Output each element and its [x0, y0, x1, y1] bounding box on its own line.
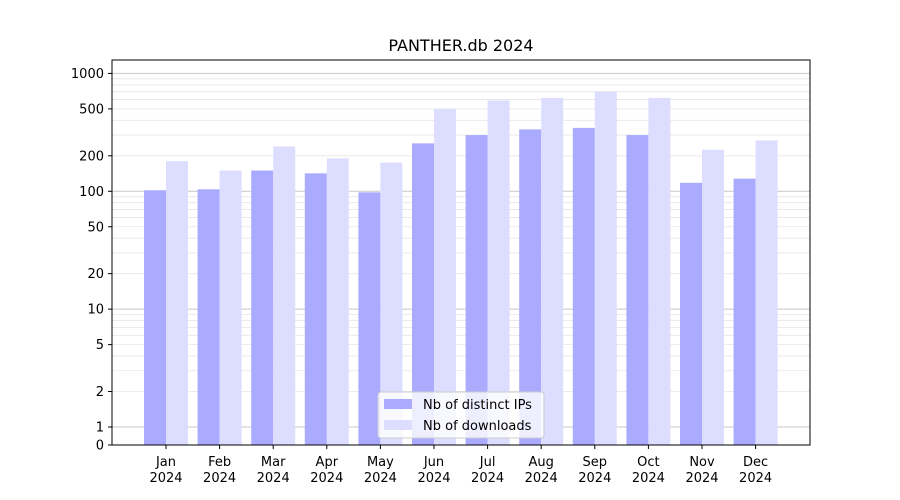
y-tick-label: 10 [87, 303, 104, 318]
bar-distinct-ips [197, 189, 220, 445]
bar-downloads [166, 161, 188, 445]
chart-title: PANTHER.db 2024 [388, 36, 533, 55]
bar-distinct-ips [680, 182, 702, 445]
bar-distinct-ips [358, 192, 381, 445]
bar-distinct-ips [304, 173, 327, 445]
x-tick-label: Mar 2024 [257, 455, 290, 486]
x-tick-label: May 2024 [364, 455, 397, 486]
legend-frame [377, 391, 545, 439]
bar-distinct-ips [626, 135, 649, 445]
x-tick-label: Apr 2024 [310, 455, 343, 486]
y-tick-label: 50 [87, 220, 104, 235]
bar-downloads [594, 91, 617, 445]
bar-distinct-ips [465, 135, 488, 445]
y-tick-label: 0 [96, 439, 104, 454]
bar-downloads [326, 158, 349, 445]
plot-frame [111, 59, 811, 446]
y-tick-label: 100 [79, 185, 104, 200]
bar-downloads [755, 140, 778, 445]
y-tick-label: 2 [96, 385, 104, 400]
x-tick-label: Nov 2024 [685, 455, 718, 486]
x-tick-label: Oct 2024 [632, 455, 665, 486]
y-tick-label: 20 [87, 267, 104, 282]
legend-swatch-downloads [384, 420, 412, 430]
x-tick-label: Feb 2024 [203, 455, 236, 486]
legend-swatch-ips [384, 399, 412, 409]
bar-downloads [380, 162, 403, 445]
bar-downloads [702, 149, 724, 445]
bar-distinct-ips [251, 170, 274, 446]
x-tick-label: Jan 2024 [149, 455, 182, 486]
bar-downloads [434, 108, 456, 446]
bar-distinct-ips [144, 190, 166, 445]
bar-downloads [273, 146, 296, 445]
bar-distinct-ips [412, 143, 434, 445]
legend: Nb of distinct IPs Nb of downloads [377, 391, 545, 439]
bar-distinct-ips [733, 178, 756, 445]
bar-downloads [487, 100, 510, 445]
bar-downloads [648, 97, 671, 446]
bar-downloads [541, 97, 564, 446]
legend-label-ips: Nb of distinct IPs [423, 398, 532, 413]
axes: 0 1 2 5 10 20 50 100 200 500 1000 Jan 2024 Feb 2024 Mar… [71, 59, 811, 486]
x-tick-label: Jun 2024 [417, 455, 450, 486]
bar-distinct-ips [519, 129, 542, 445]
bar-distinct-ips [572, 127, 595, 446]
y-tick-label: 5 [96, 338, 104, 353]
legend-label-downloads: Nb of downloads [423, 419, 532, 434]
bars [144, 91, 778, 446]
x-tick-label: Dec 2024 [739, 455, 772, 486]
x-tick-label: Jul 2024 [471, 455, 504, 486]
x-tick-label: Sep 2024 [578, 455, 611, 486]
y-tick-label: 1000 [71, 67, 104, 82]
y-tick-label: 1 [96, 421, 104, 436]
x-tick-label: Aug 2024 [525, 455, 558, 486]
bar-downloads [219, 170, 242, 446]
y-tick-label: 500 [79, 102, 104, 117]
y-tick-label: 200 [79, 149, 104, 164]
